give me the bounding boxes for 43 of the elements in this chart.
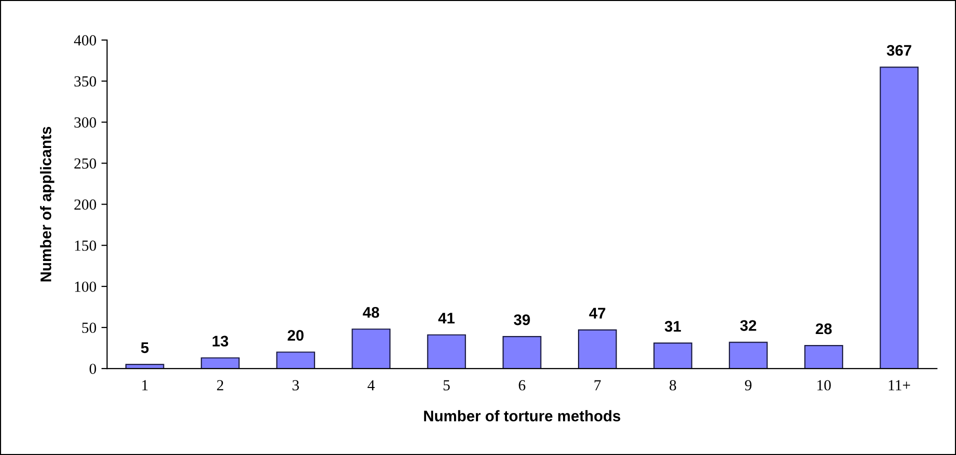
y-axis-title: Number of applicants xyxy=(40,126,54,282)
data-label: 41 xyxy=(438,312,455,324)
bar xyxy=(200,357,240,369)
x-tick-label: 10 xyxy=(817,380,831,390)
bar xyxy=(653,342,692,369)
bar xyxy=(578,329,617,369)
x-tick-label: 2 xyxy=(217,380,224,390)
y-tick-label: 100 xyxy=(75,282,96,292)
x-tick-label: 8 xyxy=(670,380,676,390)
x-tick-label: 11+ xyxy=(888,380,910,390)
data-label: 367 xyxy=(886,44,912,56)
data-label: 20 xyxy=(288,330,304,341)
data-label: 5 xyxy=(141,342,149,354)
data-label: 32 xyxy=(740,320,756,331)
x-tick-label: 4 xyxy=(368,380,375,390)
x-tick-label: 9 xyxy=(744,380,752,390)
x-tick-label: 5 xyxy=(444,380,450,390)
data-label: 48 xyxy=(362,306,380,318)
y-tick-label: 300 xyxy=(74,117,96,128)
bar xyxy=(276,352,316,369)
x-tick-label: 3 xyxy=(292,380,299,390)
data-label: 31 xyxy=(664,320,681,332)
data-label: 28 xyxy=(816,323,832,334)
bar xyxy=(728,342,768,369)
y-tick-label: 50 xyxy=(82,322,96,333)
bar xyxy=(502,336,542,369)
y-tick-label: 350 xyxy=(74,76,96,87)
y-tick-label: 0 xyxy=(90,364,96,374)
data-label: 13 xyxy=(212,336,228,347)
x-tick-label: 6 xyxy=(518,380,526,390)
data-label: 39 xyxy=(514,314,530,326)
y-tick-label: 200 xyxy=(74,199,96,210)
y-tick-label: 150 xyxy=(75,240,96,251)
y-tick-label: 250 xyxy=(74,158,96,169)
bar xyxy=(427,334,466,369)
x-tick-label: 7 xyxy=(594,380,601,390)
bar xyxy=(352,328,391,369)
bar xyxy=(804,345,844,369)
x-tick-label: 1 xyxy=(142,380,148,390)
bar xyxy=(880,66,919,369)
y-tick-label: 400 xyxy=(74,35,96,46)
data-label: 47 xyxy=(589,308,606,318)
x-axis-title: Number of torture methods xyxy=(424,410,620,422)
